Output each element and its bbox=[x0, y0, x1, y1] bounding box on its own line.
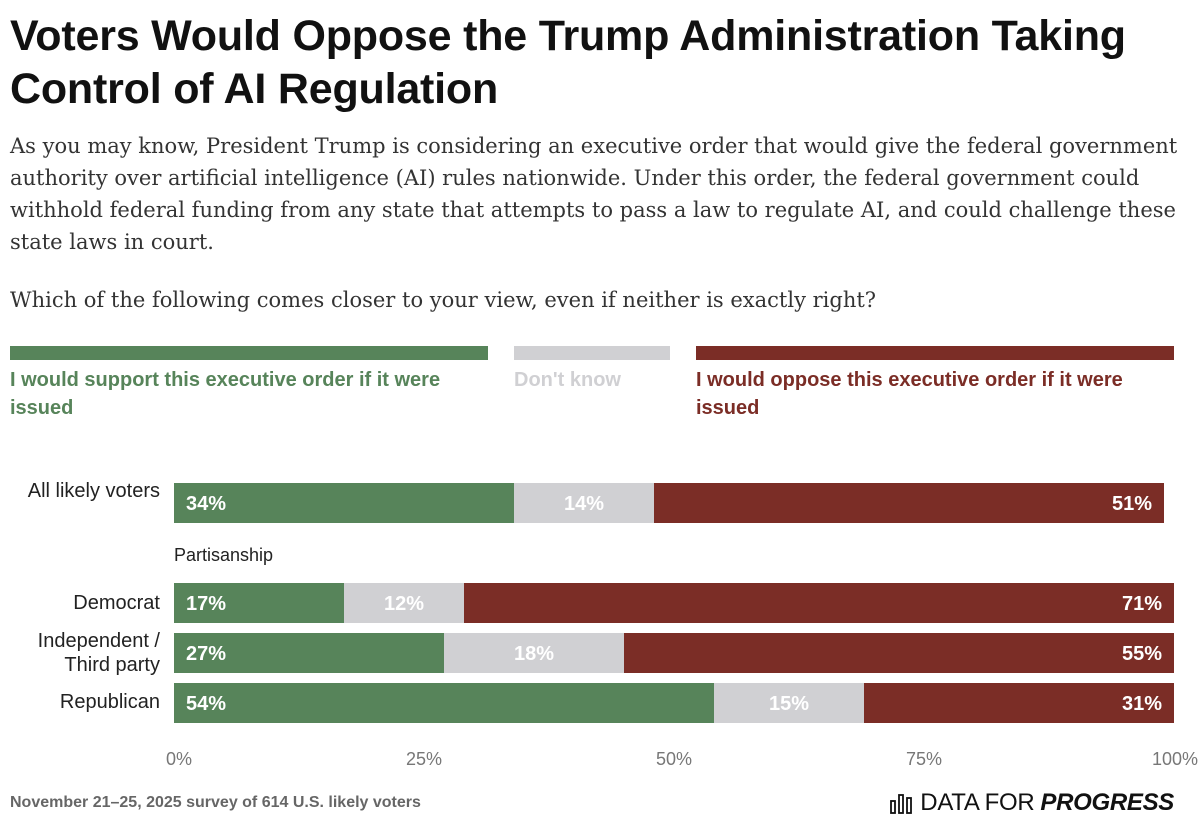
value-label-independent-support: 27% bbox=[186, 643, 226, 665]
x-tick-label-0: 0% bbox=[166, 749, 192, 769]
legend-label-support: I would support this executive order if … bbox=[10, 369, 441, 419]
legend-label-dont-know: Don't know bbox=[514, 369, 621, 391]
value-label-all-support: 34% bbox=[186, 493, 226, 515]
chart-title: Voters Would Oppose the Trump Administra… bbox=[10, 12, 1126, 113]
value-label-republican-support: 54% bbox=[186, 693, 226, 715]
category-label-republican: Republican bbox=[59, 691, 160, 713]
footnote: November 21–25, 2025 survey of 614 U.S. … bbox=[10, 794, 421, 811]
value-label-all-dont-know: 14% bbox=[564, 493, 604, 515]
category-label-all: All likely voters bbox=[27, 480, 160, 502]
legend-swatch-oppose bbox=[696, 346, 1174, 360]
brand-logo: DATA FOR PROGRESS bbox=[890, 789, 1174, 817]
bar-independent-dont-know bbox=[444, 633, 624, 673]
value-label-independent-dont-know: 18% bbox=[514, 643, 554, 665]
legend-support: I would support this executive order if … bbox=[10, 346, 488, 422]
value-label-democrat-dont-know: 12% bbox=[384, 593, 424, 615]
legend-swatch-support bbox=[10, 346, 488, 360]
category-label-independent: Independent / Third party bbox=[37, 630, 160, 676]
x-tick-label-50: 50% bbox=[656, 749, 692, 769]
brand-text-progress: PROGRESS bbox=[1040, 789, 1174, 816]
bar-republican-oppose bbox=[864, 683, 1174, 723]
bar-democrat-dont-know bbox=[344, 583, 464, 623]
bar-republican-dont-know bbox=[714, 683, 864, 723]
legend-label-oppose: I would oppose this executive order if i… bbox=[696, 369, 1123, 419]
brand-text-data-for: DATA FOR bbox=[920, 789, 1035, 816]
value-label-republican-dont-know: 15% bbox=[769, 693, 809, 715]
section-label-partisanship: Partisanship bbox=[174, 545, 274, 565]
bar-democrat-support bbox=[174, 583, 344, 623]
x-tick-label-75: 75% bbox=[906, 749, 942, 769]
bar-republican-support bbox=[174, 683, 714, 723]
bar-all-support bbox=[174, 483, 514, 523]
x-tick-label-25: 25% bbox=[406, 749, 442, 769]
value-label-independent-oppose: 55% bbox=[1122, 643, 1162, 665]
value-label-all-oppose: 51% bbox=[1112, 493, 1152, 515]
bar-all-dont-know bbox=[514, 483, 654, 523]
bar-all-oppose bbox=[654, 483, 1164, 523]
legend-oppose: I would oppose this executive order if i… bbox=[696, 346, 1174, 422]
bar-chart-logo-icon bbox=[890, 794, 913, 814]
x-tick-label-100: 100% bbox=[1152, 749, 1198, 769]
chart-subtitle: As you may know, President Trump is cons… bbox=[10, 134, 1178, 254]
value-label-democrat-oppose: 71% bbox=[1122, 593, 1162, 615]
value-label-democrat-support: 17% bbox=[186, 593, 226, 615]
survey-question: Which of the following comes closer to y… bbox=[10, 288, 877, 312]
bar-independent-oppose bbox=[624, 633, 1174, 673]
bar-democrat-oppose bbox=[464, 583, 1174, 623]
bar-independent-support bbox=[174, 633, 444, 673]
legend-swatch-dont-know bbox=[514, 346, 670, 360]
value-label-republican-oppose: 31% bbox=[1122, 693, 1162, 715]
category-label-democrat: Democrat bbox=[73, 592, 160, 614]
legend-dont-know: Don't know bbox=[514, 346, 670, 394]
